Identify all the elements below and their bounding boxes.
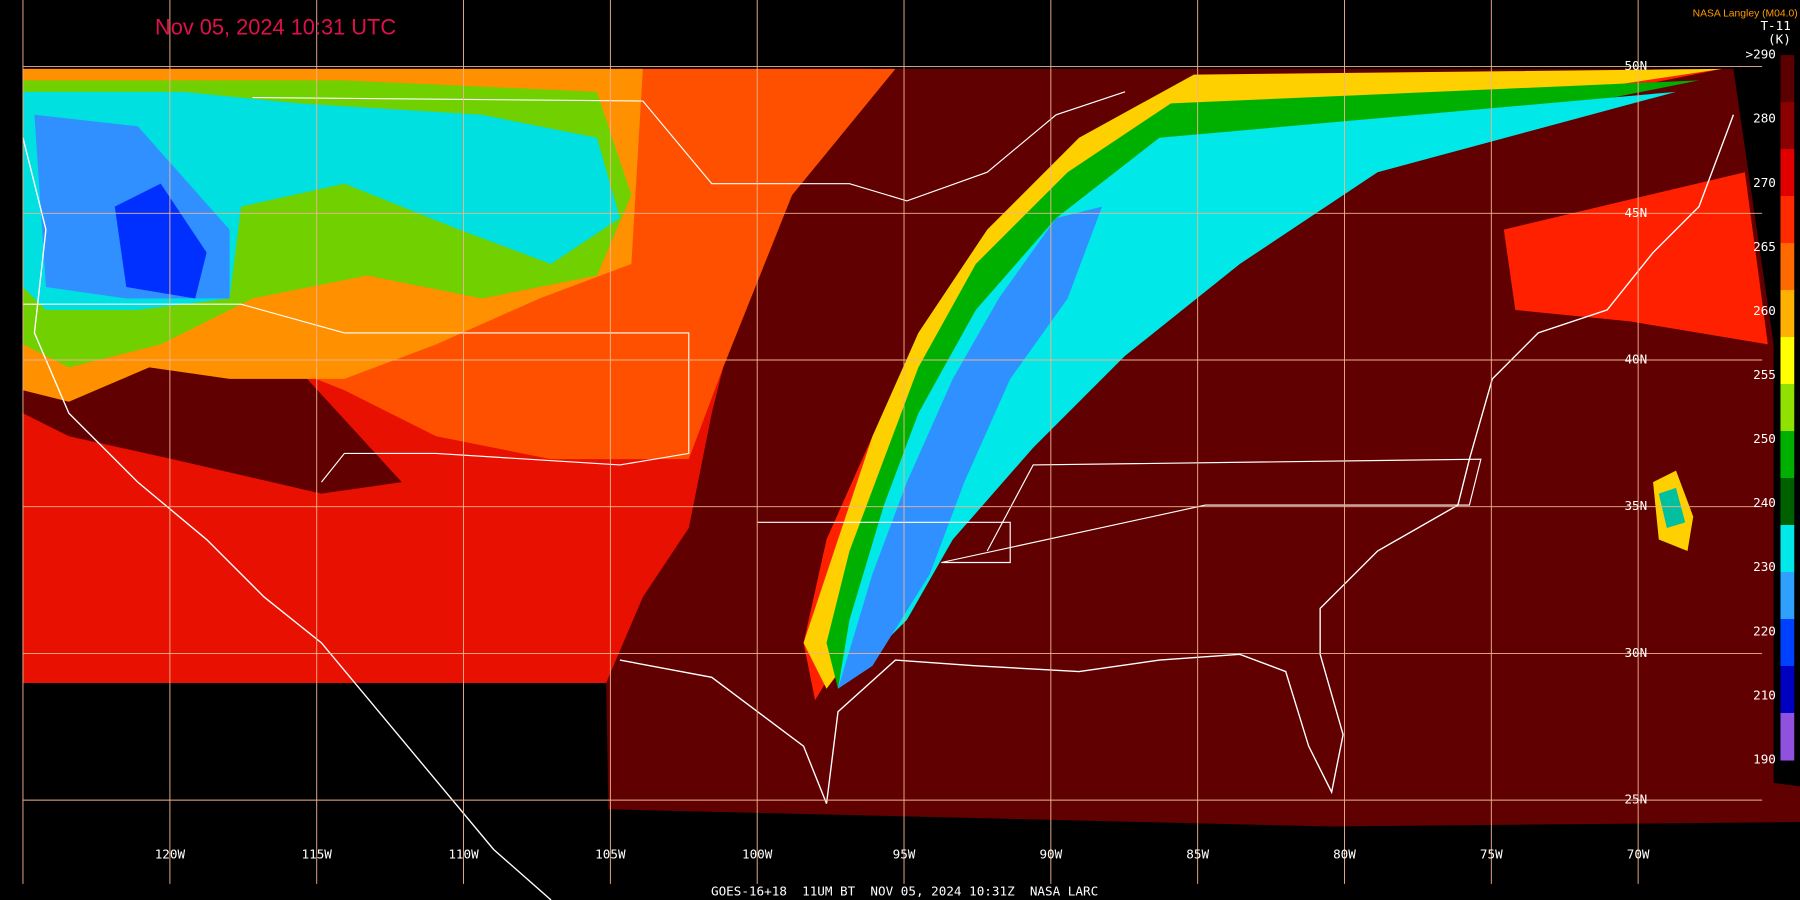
colorbar-swatch: [1780, 571, 1795, 620]
longitude-label: 70W: [1627, 847, 1650, 862]
colorbar-swatch: [1780, 102, 1795, 150]
colorbar-label: 280: [1753, 111, 1776, 126]
latitude-label: 45N: [1624, 205, 1647, 220]
imagery: [22, 68, 1800, 900]
longitude-label: 85W: [1186, 847, 1209, 862]
colorbar-swatch: [1780, 618, 1795, 667]
colorbar-label: 190: [1753, 751, 1776, 766]
colorbar-label: 230: [1753, 559, 1776, 574]
latitude-label: 35N: [1624, 498, 1647, 513]
colorbar-label: 265: [1753, 239, 1776, 254]
colorbar-swatch: [1780, 337, 1795, 385]
colorbar-label: 270: [1753, 175, 1776, 190]
longitude-label: 100W: [742, 847, 773, 862]
colorbar-label: >290: [1746, 47, 1776, 62]
longitude-label: 115W: [302, 847, 333, 862]
colorbar-label: 250: [1753, 431, 1776, 446]
latitude-label: 30N: [1624, 645, 1647, 660]
colorbar-swatch: [1780, 665, 1795, 714]
warm-east: [1331, 344, 1774, 793]
colorbar-swatch: [1780, 55, 1795, 103]
latitude-label: 25N: [1624, 792, 1647, 807]
footer: GOES-16+18 11UM BT NOV 05, 2024 10:31Z N…: [711, 883, 1098, 898]
colorbar-swatch: [1780, 712, 1795, 761]
colorbar-swatch: [1780, 478, 1795, 526]
longitude-label: 75W: [1480, 847, 1503, 862]
product: T-11: [1760, 18, 1790, 33]
longitude-label: 80W: [1333, 847, 1356, 862]
colorbar-swatch: [1780, 525, 1795, 573]
coastline-pacific: [22, 137, 552, 900]
colorbar-swatch: [1780, 290, 1795, 338]
latitude-label: 40N: [1624, 352, 1647, 367]
colorbar-label: 255: [1753, 367, 1776, 382]
colorbar: >290 280 270 265 260 255 250 240 230 220 210 190: [1746, 47, 1795, 766]
cell-atlantic-core: [1658, 487, 1686, 529]
graticule: 120W 115W 110W 105W 100W 95W 90W 85W 80W 75W 70W 50…: [22, 0, 1763, 884]
credit: NASA Langley (M04.0): [1693, 9, 1798, 20]
state-lines-3: [757, 458, 1482, 564]
longitude-label: 95W: [893, 847, 916, 862]
longitude-label: 105W: [595, 847, 626, 862]
colorbar-swatch: [1780, 384, 1795, 432]
unit: (K): [1768, 32, 1791, 47]
colorbar-swatch: [1780, 149, 1795, 197]
colorbar-swatch: [1780, 431, 1795, 479]
coastline-gulf-atlantic: [619, 114, 1735, 804]
dark-blue-west: [114, 183, 207, 299]
latitude-label: 50N: [1624, 58, 1647, 73]
colorbar-label: 220: [1753, 623, 1776, 638]
timestamp-title: Nov 05, 2024 10:31 UTC: [155, 14, 396, 39]
colorbar-swatch: [1780, 196, 1795, 244]
longitude-label: 110W: [448, 847, 479, 862]
longitude-label: 90W: [1039, 847, 1062, 862]
state-lines: [252, 91, 1126, 202]
colorbar-label: 210: [1753, 687, 1776, 702]
colorbar-label: 260: [1753, 303, 1776, 318]
colorbar-label: 240: [1753, 495, 1776, 510]
state-lines-2: [22, 303, 690, 483]
longitude-label: 120W: [155, 847, 186, 862]
red-northeast: [1503, 172, 1768, 345]
colorbar-swatch: [1780, 243, 1795, 291]
